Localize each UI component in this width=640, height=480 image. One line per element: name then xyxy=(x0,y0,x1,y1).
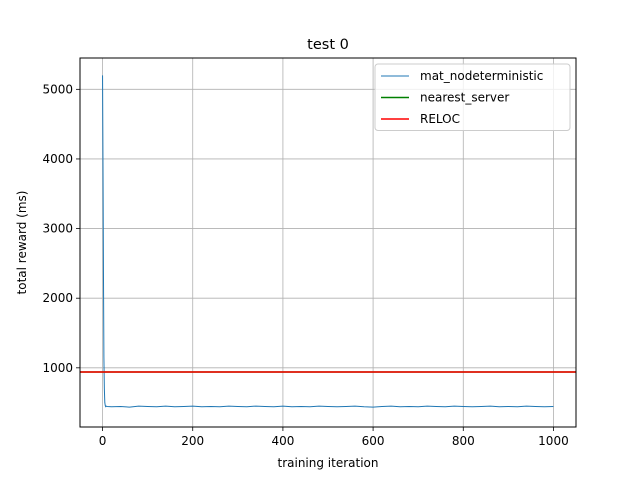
legend-label-nearest_server: nearest_server xyxy=(420,91,509,105)
series-layer xyxy=(80,75,576,408)
legend-label-RELOC: RELOC xyxy=(420,112,460,126)
x-tick-label: 0 xyxy=(99,434,107,448)
y-tick-label: 1000 xyxy=(42,361,73,375)
legend: mat_nodeterministic nearest_server RELOC xyxy=(374,63,571,131)
x-tick-label: 600 xyxy=(362,434,385,448)
x-tick-label: 200 xyxy=(181,434,204,448)
series-line-mat_nodeterministic xyxy=(102,75,554,408)
y-tick-label: 3000 xyxy=(42,222,73,236)
ticks: 0 200 400 600 800 1000 1000 2000 3000 4000 5000 xyxy=(42,82,568,448)
x-tick-label: 800 xyxy=(452,434,475,448)
y-tick-label: 4000 xyxy=(42,152,73,166)
legend-label-mat_nodeterministic: mat_nodeterministic xyxy=(420,69,543,83)
y-tick-label: 5000 xyxy=(42,82,73,96)
y-tick-label: 2000 xyxy=(42,291,73,305)
legend-box xyxy=(374,63,571,131)
plot-frame xyxy=(79,57,577,428)
x-tick-label: 1000 xyxy=(538,434,569,448)
chart-title: test 0 xyxy=(307,37,349,53)
y-axis-label: total reward (ms) xyxy=(15,191,29,295)
x-axis-label: training iteration xyxy=(278,456,379,470)
x-tick-label: 400 xyxy=(271,434,294,448)
